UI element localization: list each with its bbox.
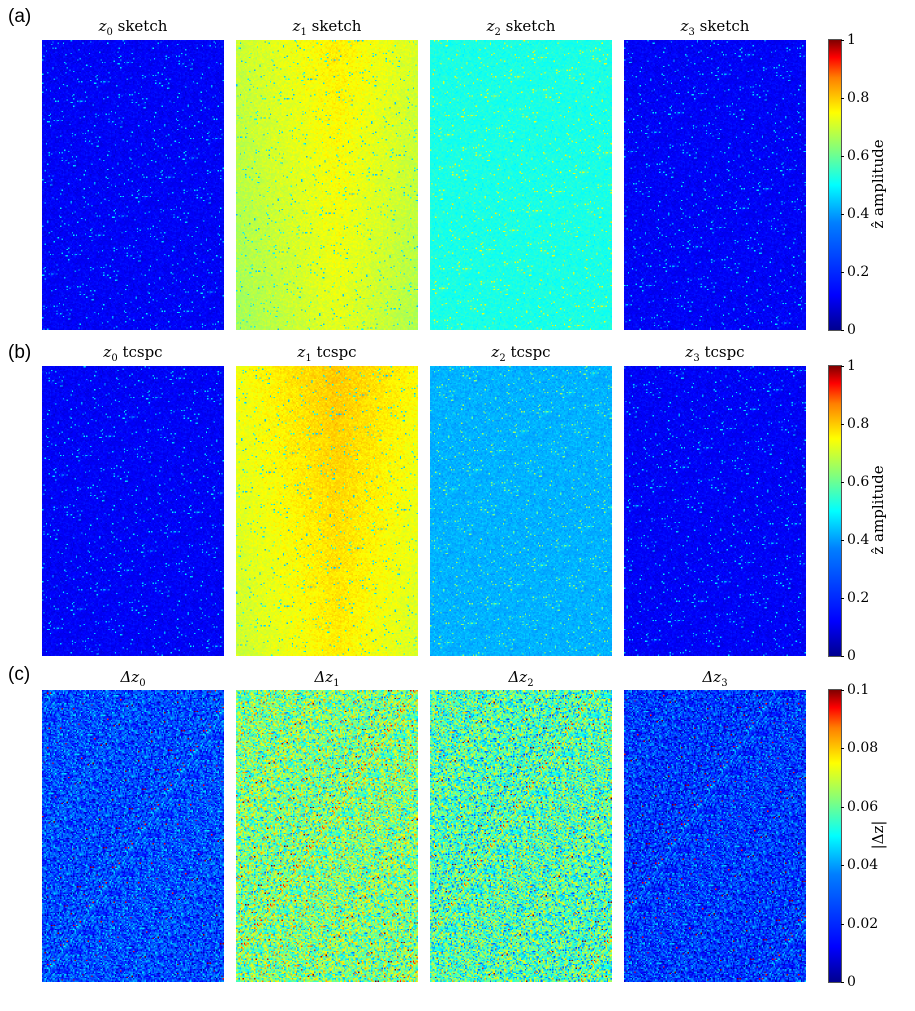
colorbar-tick-mark	[841, 806, 844, 808]
colorbar-tick-label: 0.02	[847, 915, 879, 932]
colorbar-tick-label: 0.4	[847, 206, 870, 222]
colorbar-tick-label: 0.8	[847, 416, 870, 432]
colorbar-tick-mark	[841, 482, 844, 483]
colorbar-tick-label: 0.2	[847, 590, 870, 606]
colorbar-tick-label: 0.08	[847, 740, 879, 757]
colorbar-a	[828, 39, 842, 331]
heatmap-c2	[430, 690, 612, 982]
title-b0: z0 tcspc	[103, 343, 163, 364]
heatmap-a3	[624, 40, 806, 330]
title-c0: Δz0	[120, 668, 146, 689]
heatmap-a1	[236, 40, 418, 330]
colorbar-label-b: ẑ amplitude	[869, 465, 887, 555]
colorbar-tick-mark	[841, 330, 844, 331]
heatmap-c3	[624, 690, 806, 982]
colorbar-tick-label: 1	[847, 32, 856, 48]
colorbar-b	[828, 365, 842, 657]
heatmap-c1	[236, 690, 418, 982]
colorbar-tick-mark	[841, 865, 844, 867]
title-c1: Δz1	[314, 668, 340, 689]
colorbar-tick-label: 0.04	[847, 857, 879, 874]
panel-label-b: (b)	[8, 342, 32, 363]
colorbar-tick-mark	[841, 656, 844, 657]
panel-label-a: (a)	[8, 6, 32, 27]
colorbar-tick-label: 0.6	[847, 148, 870, 164]
title-b3: z3 tcspc	[685, 343, 745, 364]
heatmap-b1	[236, 366, 418, 656]
colorbar-tick-mark	[841, 366, 844, 367]
colorbar-tick-label: 0	[847, 974, 856, 990]
colorbar-tick-mark	[841, 982, 844, 983]
title-a1: z1 sketch	[292, 17, 362, 38]
heatmap-b2	[430, 366, 612, 656]
title-c2: Δz2	[508, 668, 534, 689]
title-c3: Δz3	[702, 668, 728, 689]
colorbar-tick-label: 0	[847, 648, 856, 664]
colorbar-tick-label: 0.4	[847, 532, 870, 548]
heatmap-c0	[42, 690, 224, 982]
colorbar-label-a: ẑ amplitude	[869, 139, 887, 229]
heatmap-a0	[42, 40, 224, 330]
colorbar-tick-label: 0.06	[847, 798, 879, 815]
title-b2: z2 tcspc	[491, 343, 551, 364]
colorbar-tick-label: 0.2	[847, 264, 870, 280]
title-a3: z3 sketch	[680, 17, 750, 38]
colorbar-tick-label: 0.6	[847, 474, 870, 490]
heatmap-b3	[624, 366, 806, 656]
colorbar-tick-label: 0	[847, 322, 856, 338]
heatmap-b0	[42, 366, 224, 656]
colorbar-tick-mark	[841, 424, 844, 425]
panel-label-c: (c)	[8, 664, 31, 685]
title-a0: z0 sketch	[98, 17, 168, 38]
colorbar-tick-mark	[841, 98, 844, 99]
colorbar-tick-mark	[841, 156, 844, 157]
colorbar-tick-mark	[841, 748, 844, 750]
heatmap-a2	[430, 40, 612, 330]
colorbar-tick-label: 1	[847, 358, 856, 374]
colorbar-tick-mark	[841, 923, 844, 925]
colorbar-tick-mark	[841, 598, 844, 599]
colorbar-tick-label: 0.1	[847, 682, 870, 698]
colorbar-c	[828, 689, 842, 983]
colorbar-tick-mark	[841, 272, 844, 273]
colorbar-tick-mark	[841, 214, 844, 215]
colorbar-tick-mark	[841, 40, 844, 41]
colorbar-tick-mark	[841, 690, 844, 691]
colorbar-tick-label: 0.8	[847, 90, 870, 106]
title-a2: z2 sketch	[486, 17, 556, 38]
colorbar-tick-mark	[841, 540, 844, 541]
title-b1: z1 tcspc	[297, 343, 357, 364]
